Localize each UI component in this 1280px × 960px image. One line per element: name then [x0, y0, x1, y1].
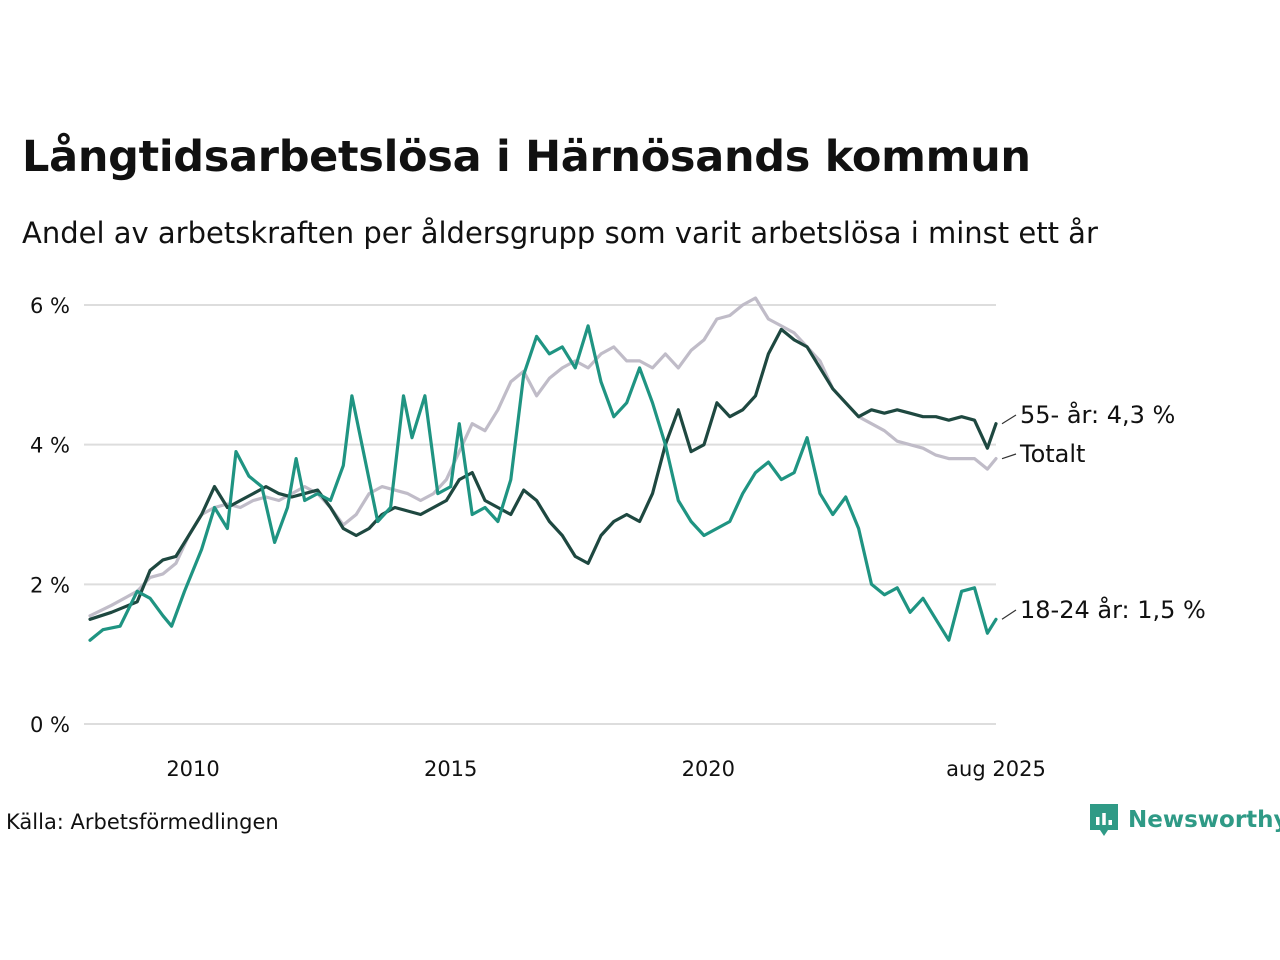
x-tick-label: aug 2025	[946, 757, 1046, 781]
source-note: Källa: Arbetsförmedlingen	[6, 810, 279, 834]
y-tick-label: 4 %	[30, 434, 70, 458]
chart-badge-icon	[1090, 804, 1118, 836]
y-tick-label: 0 %	[30, 713, 70, 737]
end-label-leader	[1001, 453, 1017, 460]
x-axis-tick-labels: 2010 2015 2020 aug 2025	[166, 757, 1045, 781]
series-line-18-24	[88, 324, 998, 642]
logo-text: Newsworthy	[1128, 807, 1280, 833]
end-label-18-24: 18-24 år: 1,5 %	[1020, 595, 1206, 624]
y-axis-tick-labels: 0 % 2 % 4 % 6 %	[30, 294, 70, 737]
y-tick-label: 6 %	[30, 294, 70, 318]
end-label-leader	[1001, 609, 1017, 620]
chart-title: Långtidsarbetslösa i Härnösands kommun	[22, 132, 1031, 182]
end-label-totalt: Totalt	[1019, 440, 1085, 468]
y-tick-label: 2 %	[30, 573, 70, 597]
newsworthy-logo[interactable]: Newsworthy	[1088, 802, 1280, 838]
chart-subtitle: Andel av arbetskraften per åldersgrupp s…	[22, 216, 1098, 250]
x-tick-label: 2020	[682, 757, 735, 781]
x-tick-label: 2015	[424, 757, 477, 781]
series-end-labels: Totalt 55- år: 4,3 % 18-24 år: 1,5 %	[1001, 400, 1206, 624]
series-line-55	[88, 327, 998, 621]
x-tick-label: 2010	[166, 757, 219, 781]
end-label-55: 55- år: 4,3 %	[1020, 400, 1175, 429]
end-label-leader	[1001, 414, 1017, 425]
y-gridlines	[84, 304, 996, 725]
series-lines	[88, 296, 998, 642]
